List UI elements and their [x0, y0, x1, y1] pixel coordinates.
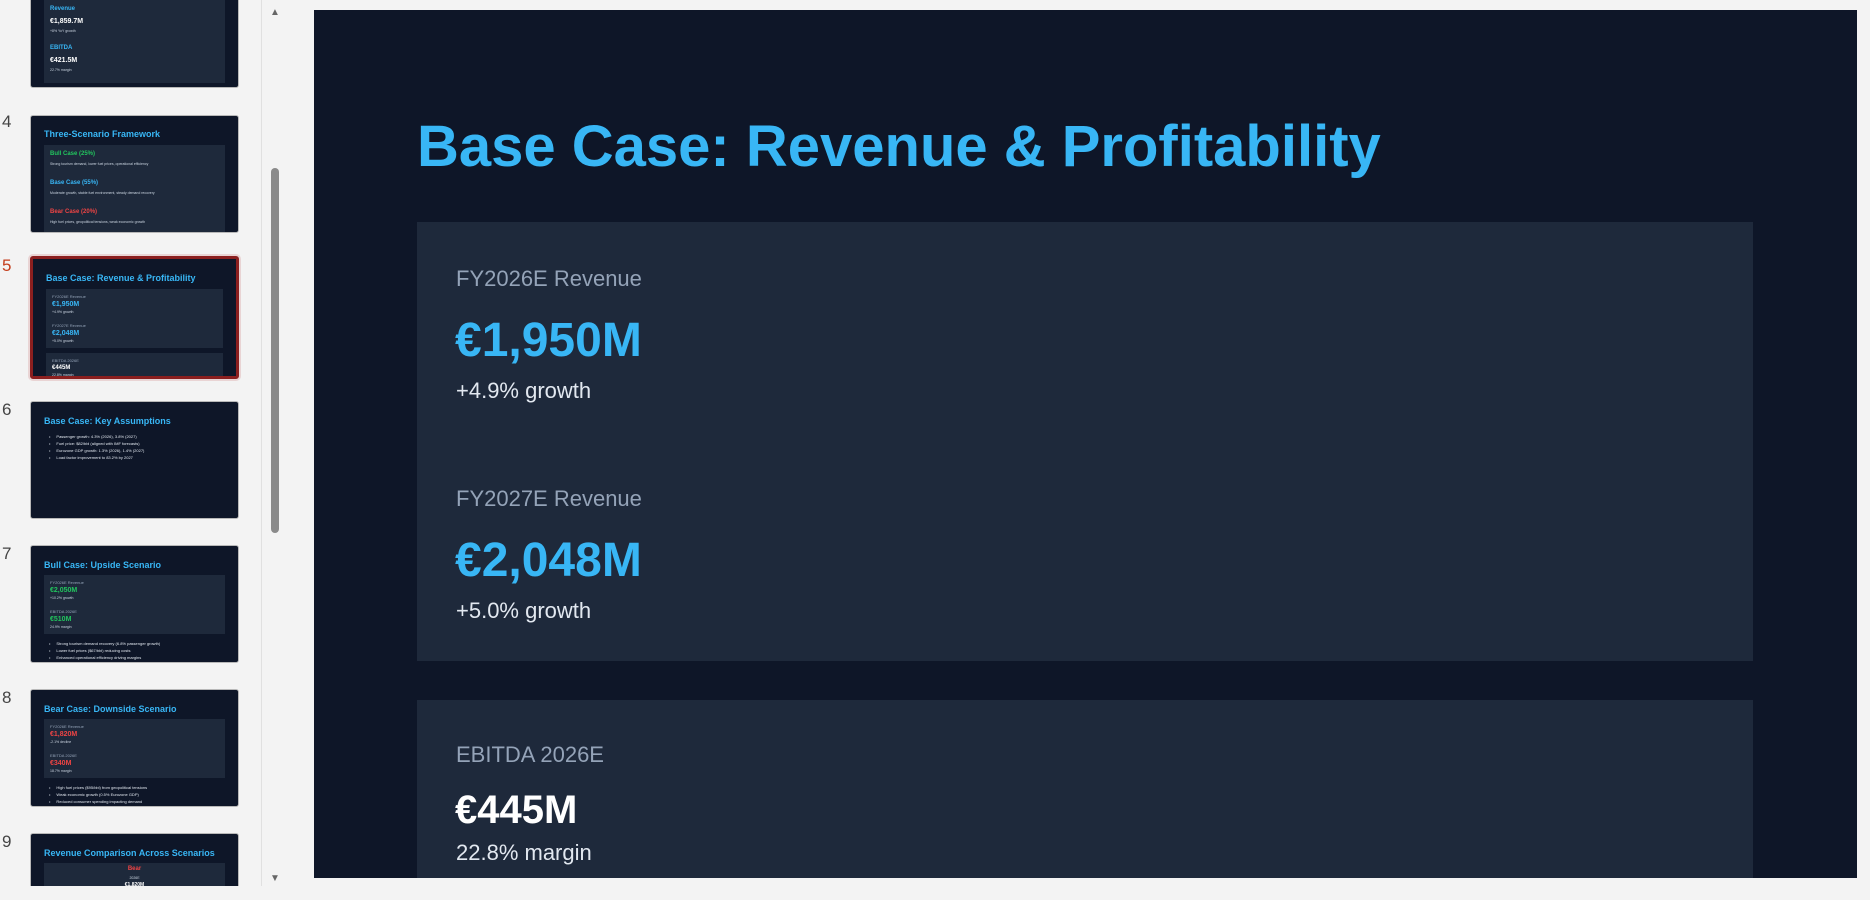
metric-label: FY2026E Revenue	[456, 266, 642, 291]
thumbnail-row-5: 5 Base Case: Revenue & Profitability FY2…	[0, 256, 261, 381]
thumb-title: Base Case: Key Assumptions	[44, 416, 171, 426]
slide-title[interactable]: Base Case: Revenue & Profitability	[417, 114, 1381, 179]
thumb-label: FY2026E Revenue	[50, 580, 84, 585]
thumb-note: 18.7% margin	[50, 769, 72, 773]
bullet-item: Enhanced operational efficiency driving …	[49, 655, 141, 660]
thumb-note: +4.9% growth	[52, 310, 74, 314]
scroll-up-icon[interactable]: ▲	[270, 7, 280, 18]
thumb-card: FY2026E Revenue €1,820M -2.1% decline EB…	[44, 719, 225, 778]
thumb-value: €1,820M	[50, 731, 78, 738]
thumb-title: Three-Scenario Framework	[44, 129, 161, 139]
thumbnail-row-6: 6 Base Case: Key Assumptions Passenger g…	[0, 400, 261, 525]
thumb-label: EBITDA 2026E	[50, 609, 77, 614]
metric-label: EBITDA 2026E	[456, 742, 604, 767]
slide-number: 5	[2, 256, 12, 275]
thumb-label: FY2027E Revenue	[52, 323, 86, 328]
thumb-value: €445M	[52, 365, 71, 371]
ebitda-card[interactable]: EBITDA 2026E €445M 22.8% margin	[417, 700, 1753, 878]
scroll-down-icon[interactable]: ▼	[270, 873, 280, 884]
thumb-value: €2,048M	[52, 330, 80, 337]
thumb-value: €1,950M	[52, 301, 80, 308]
bullet-item: High fuel prices ($95/bbl) from geopolit…	[49, 785, 147, 790]
metric-value: €1,950M	[455, 314, 642, 367]
slide-number: 8	[2, 688, 12, 707]
thumbnail-row-4: 4 Three-Scenario Framework Bull Case (25…	[0, 112, 261, 237]
slide-thumbnail-8[interactable]: Bear Case: Downside Scenario FY2026E Rev…	[30, 689, 239, 807]
thumb-value: €1,859.7M	[50, 18, 84, 25]
bullet-item: Weak economic growth (0.5% Eurozone GDP)	[49, 792, 138, 797]
thumb-value: €1,820M	[124, 882, 145, 888]
thumb-title: Revenue Comparison Across Scenarios	[44, 848, 215, 858]
thumb-title: Base Case: Revenue & Profitability	[46, 273, 196, 283]
thumb-label: EBITDA	[50, 45, 73, 51]
thumb-value: €2,050M	[50, 587, 78, 594]
slide-thumbnail-5[interactable]: Base Case: Revenue & Profitability FY202…	[30, 256, 239, 379]
thumb-title: Bear Case: Downside Scenario	[44, 704, 177, 714]
thumb-label: Revenue	[50, 6, 76, 12]
bullet-item: Strong tourism demand recovery (6.8% pas…	[49, 641, 160, 646]
slide-thumbnail-pane[interactable]: Revenue €1,859.7M +8% YoY growth EBITDA …	[0, 0, 262, 900]
thumb-card: EBITDA 2026E €445M 22.8% margin	[46, 353, 223, 377]
metric-growth: +5.0% growth	[456, 598, 592, 623]
thumbnail-row-3: Revenue €1,859.7M +8% YoY growth EBITDA …	[0, 0, 261, 90]
bullet-item: Eurozone GDP growth: 1.3% (2026), 1.4% (…	[49, 448, 144, 453]
slide-thumbnail-4[interactable]: Three-Scenario Framework Bull Case (25%)…	[30, 115, 239, 233]
slide-number: 4	[2, 112, 12, 131]
thumb-card: FY2026E Revenue €2,050M +10.2% growth EB…	[44, 575, 225, 634]
slide-thumbnail-6[interactable]: Base Case: Key Assumptions Passenger gro…	[30, 401, 239, 519]
thumb-card: Bull Case (25%) Strong tourism demand, l…	[44, 145, 225, 232]
thumb-note: 2026E	[129, 876, 140, 880]
thumb-label: FY2026E Revenue	[52, 294, 86, 299]
metric-margin: 22.8% margin	[456, 840, 592, 865]
slide-thumbnail-7[interactable]: Bull Case: Upside Scenario FY2026E Reven…	[30, 545, 239, 663]
bull-label: Bull Case (25%)	[50, 151, 96, 157]
thumb-value: €421.5M	[50, 57, 78, 64]
bear-label: Bear Case (20%)	[50, 209, 98, 215]
thumb-label: FY2026E Revenue	[50, 724, 84, 729]
thumb-note: +5.0% growth	[52, 339, 74, 343]
slide-thumbnail-3[interactable]: Revenue €1,859.7M +8% YoY growth EBITDA …	[30, 0, 239, 88]
thumbnail-row-7: 7 Bull Case: Upside Scenario FY2026E Rev…	[0, 544, 261, 669]
revenue-card[interactable]: FY2026E Revenue €1,950M +4.9% growth FY2…	[417, 222, 1753, 661]
thumb-title: Bull Case: Upside Scenario	[44, 560, 162, 570]
thumbnail-scrollbar[interactable]: ▲ ▼	[266, 0, 284, 900]
thumb-note: 22.7% margin	[50, 68, 72, 72]
bull-desc: Strong tourism demand, lower fuel prices…	[50, 162, 149, 166]
status-bar	[0, 886, 1870, 900]
thumb-card: FY2026E Revenue €1,950M +4.9% growth FY2…	[46, 289, 223, 348]
metric-value: €2,048M	[455, 534, 642, 587]
thumb-note: 24.9% margin	[50, 625, 72, 629]
slide-editor-area[interactable]: Base Case: Revenue & Profitability FY202…	[284, 0, 1870, 900]
base-label: Base Case (55%)	[50, 180, 99, 186]
thumbnail-row-8: 8 Bear Case: Downside Scenario FY2026E R…	[0, 688, 261, 813]
bullet-item: Reduced consumer spending impacting dema…	[49, 799, 142, 804]
bullet-item: Load factor improvement to 83.2% by 2027	[49, 455, 133, 460]
bullet-item: Fuel price: $82/bbl (aligned with IMF fo…	[49, 441, 139, 446]
thumb-value: €340M	[50, 760, 72, 767]
metric-value: €445M	[455, 788, 578, 832]
metric-growth: +4.9% growth	[456, 378, 592, 403]
slide-number: 7	[2, 544, 12, 563]
thumb-card: Revenue €1,859.7M +8% YoY growth EBITDA …	[44, 0, 225, 83]
thumb-note: 22.8% margin	[52, 373, 74, 377]
thumb-note: +8% YoY growth	[50, 29, 76, 33]
bullet-item: Passenger growth: 4.3% (2026), 3.8% (202…	[49, 434, 136, 439]
current-slide[interactable]: Base Case: Revenue & Profitability FY202…	[314, 10, 1857, 878]
metric-label: FY2027E Revenue	[456, 486, 642, 511]
thumb-label: EBITDA 2026E	[50, 753, 77, 758]
scrollbar-thumb[interactable]	[271, 168, 279, 533]
bullet-item: Lower fuel prices ($67/bbl) reducing cos…	[49, 648, 130, 653]
base-desc: Moderate growth, stable fuel environment…	[50, 191, 155, 195]
slide-number: 6	[2, 400, 12, 419]
slide-number: 9	[2, 832, 12, 851]
bear-desc: High fuel prices, geopolitical tensions,…	[50, 220, 146, 224]
thumb-value: €510M	[50, 616, 72, 623]
thumb-label: EBITDA 2026E	[52, 358, 79, 363]
thumb-note: +10.2% growth	[50, 596, 74, 600]
thumb-label: Bear	[127, 866, 142, 872]
thumb-note: -2.1% decline	[50, 740, 72, 744]
